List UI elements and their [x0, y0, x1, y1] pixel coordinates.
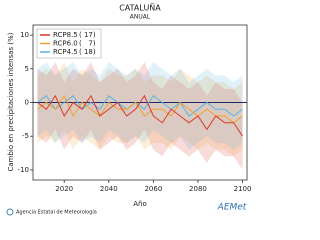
agency-icon: [6, 208, 14, 216]
y-tick-label: 5: [25, 65, 29, 73]
x-tick-label: 2080: [189, 185, 207, 193]
chart: CATALUÑA ANUAL Año Cambio en precipitaci…: [6, 3, 252, 216]
x-tick-label: 2100: [234, 185, 252, 193]
y-axis-label: Cambio en precipitaciones intensas (%): [7, 32, 15, 171]
legend-label: RCP4.5: [53, 48, 78, 56]
chart-subtitle: ANUAL: [130, 14, 151, 21]
y-tick-label: 10: [20, 31, 29, 39]
logo: AEMet: [217, 203, 247, 213]
y-tick-label: -10: [18, 166, 29, 174]
agency-name: Agencia Estatal de Meteorología: [16, 209, 97, 216]
chart-title: CATALUÑA: [119, 3, 161, 13]
x-tick-label: 2040: [100, 185, 118, 193]
legend-label: RCP6.0: [53, 40, 78, 48]
legend-runs: ( 18): [79, 48, 96, 56]
range-band: [37, 62, 243, 170]
series-line: [37, 94, 243, 124]
series-line: [37, 95, 243, 117]
y-tick-label: 0: [25, 99, 29, 107]
series-line: [37, 94, 243, 137]
legend-runs: ( 17): [79, 31, 96, 39]
x-tick-label: 2020: [55, 185, 73, 193]
x-axis-label: Año: [133, 200, 147, 208]
x-tick-label: 2060: [144, 185, 162, 193]
legend-runs: ( 7): [79, 40, 96, 48]
y-tick-label: -5: [22, 132, 29, 140]
legend-label: RCP8.5: [53, 31, 78, 39]
